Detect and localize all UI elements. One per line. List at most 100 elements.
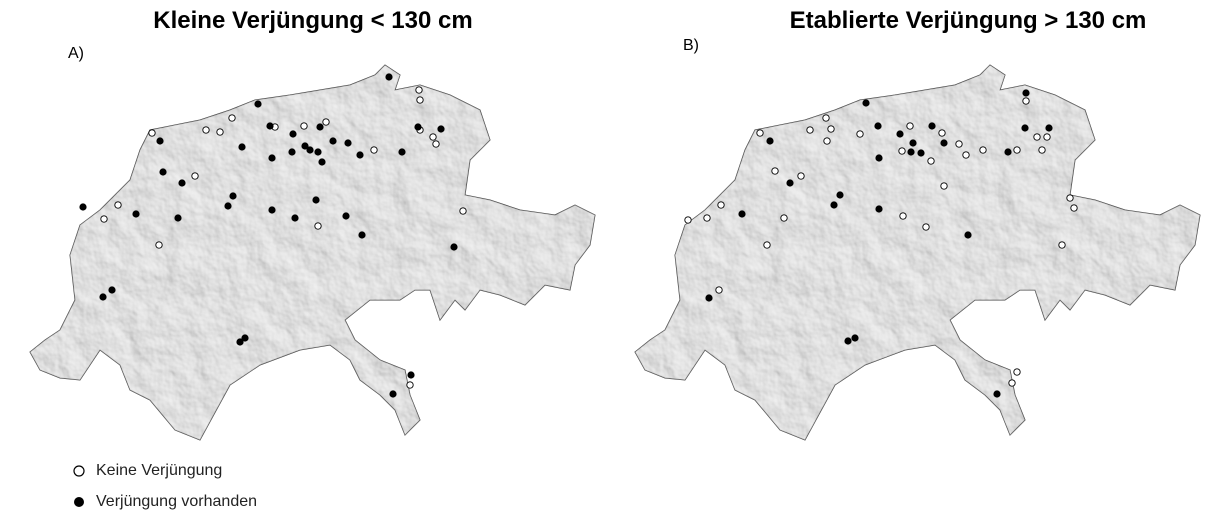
- map-title: Etablierte Verjüngung > 130 cm: [790, 7, 1147, 34]
- site-present: [159, 168, 166, 175]
- site-present: [917, 149, 924, 156]
- site-present: [229, 192, 236, 199]
- site-present: [875, 205, 882, 212]
- site-absent: [704, 215, 710, 221]
- site-present: [830, 201, 837, 208]
- site-present: [907, 148, 914, 155]
- site-present: [909, 139, 916, 146]
- site-present: [450, 243, 457, 250]
- site-present: [385, 73, 392, 80]
- site-present: [851, 334, 858, 341]
- site-absent: [798, 173, 804, 179]
- site-present: [1022, 89, 1029, 96]
- site-absent: [907, 123, 913, 129]
- site-absent: [1059, 242, 1065, 248]
- site-present: [836, 191, 843, 198]
- site-present: [79, 203, 86, 210]
- site-absent: [229, 115, 235, 121]
- site-present: [437, 125, 444, 132]
- site-present: [289, 130, 296, 137]
- site-present: [268, 154, 275, 161]
- site-absent: [156, 242, 162, 248]
- site-present: [414, 123, 421, 130]
- site-present: [407, 371, 414, 378]
- legend-symbol: [74, 466, 84, 476]
- site-absent: [1014, 147, 1020, 153]
- site-absent: [217, 129, 223, 135]
- panel-label: A): [68, 45, 84, 62]
- site-absent: [1067, 195, 1073, 201]
- site-absent: [900, 213, 906, 219]
- site-present: [99, 293, 106, 300]
- site-absent: [1023, 98, 1029, 104]
- site-present: [1004, 148, 1011, 155]
- panel-label: B): [683, 37, 699, 54]
- site-present: [398, 148, 405, 155]
- site-absent: [1071, 205, 1077, 211]
- site-absent: [857, 131, 863, 137]
- site-present: [291, 214, 298, 221]
- site-absent: [772, 168, 778, 174]
- site-absent: [115, 202, 121, 208]
- site-present: [786, 179, 793, 186]
- figure: Kleine Verjüngung < 130 cm Etablierte Ve…: [0, 0, 1206, 515]
- site-present: [241, 334, 248, 341]
- site-absent: [1014, 369, 1020, 375]
- legend-symbol: [74, 497, 84, 507]
- site-present: [224, 202, 231, 209]
- site-absent: [1039, 147, 1045, 153]
- legend-label: Verjüngung vorhanden: [96, 493, 257, 510]
- site-present: [766, 137, 773, 144]
- site-absent: [941, 183, 947, 189]
- site-present: [928, 122, 935, 129]
- site-absent: [1034, 134, 1040, 140]
- site-absent: [685, 217, 691, 223]
- map-panel: [30, 65, 595, 440]
- site-absent: [460, 208, 466, 214]
- site-absent: [928, 158, 934, 164]
- map-title: Kleine Verjüngung < 130 cm: [153, 7, 472, 34]
- site-present: [344, 139, 351, 146]
- site-present: [389, 390, 396, 397]
- site-present: [156, 137, 163, 144]
- site-present: [306, 146, 313, 153]
- site-present: [178, 179, 185, 186]
- site-present: [268, 206, 275, 213]
- site-absent: [716, 287, 722, 293]
- site-present: [238, 143, 245, 150]
- site-absent: [192, 173, 198, 179]
- site-absent: [757, 130, 763, 136]
- site-absent: [899, 148, 905, 154]
- site-present: [314, 148, 321, 155]
- site-present: [875, 154, 882, 161]
- site-absent: [315, 223, 321, 229]
- site-present: [705, 294, 712, 301]
- site-absent: [433, 141, 439, 147]
- site-absent: [764, 242, 770, 248]
- site-absent: [781, 215, 787, 221]
- site-present: [316, 123, 323, 130]
- map-relief: [30, 65, 595, 440]
- site-absent: [101, 216, 107, 222]
- site-present: [940, 139, 947, 146]
- site-absent: [828, 126, 834, 132]
- site-present: [844, 337, 851, 344]
- site-absent: [203, 127, 209, 133]
- site-absent: [718, 202, 724, 208]
- site-present: [896, 130, 903, 137]
- site-present: [342, 212, 349, 219]
- site-absent: [823, 115, 829, 121]
- site-present: [993, 390, 1000, 397]
- site-present: [358, 231, 365, 238]
- site-present: [874, 122, 881, 129]
- site-present: [356, 151, 363, 158]
- site-present: [329, 137, 336, 144]
- site-present: [862, 99, 869, 106]
- site-present: [266, 122, 273, 129]
- site-absent: [980, 147, 986, 153]
- site-present: [132, 210, 139, 217]
- site-absent: [416, 87, 422, 93]
- site-absent: [149, 130, 155, 136]
- site-absent: [963, 152, 969, 158]
- site-absent: [956, 141, 962, 147]
